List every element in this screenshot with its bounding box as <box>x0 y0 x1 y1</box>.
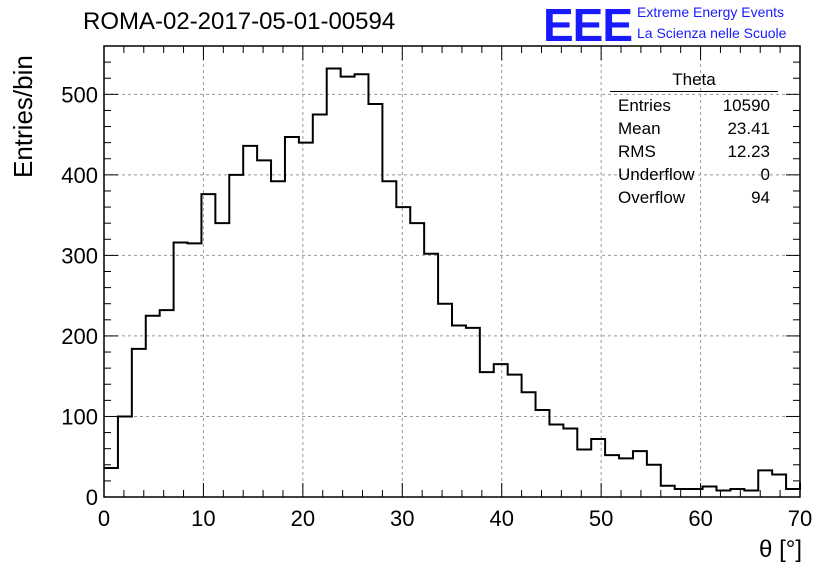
stats-row-underflow: Underflow 0 <box>610 163 778 186</box>
eee-logo: EEE <box>543 0 633 51</box>
y-tick-label: 200 <box>61 324 98 349</box>
y-tick-label: 100 <box>61 404 98 429</box>
y-axis-title: Entries/bin <box>8 55 38 178</box>
grid-lines <box>104 46 800 497</box>
logo-subtitle-2: La Scienza nelle Scuole <box>637 25 787 41</box>
stats-row-overflow: Overflow 94 <box>610 186 778 209</box>
stats-title: Theta <box>610 70 778 92</box>
x-tick-label: 70 <box>788 506 812 531</box>
x-tick-label: 10 <box>191 506 215 531</box>
run-title: ROMA-02-2017-05-01-00594 <box>83 8 396 35</box>
plot-frame <box>103 45 801 498</box>
stats-label: Entries <box>618 96 671 115</box>
logo-subtitle-1: Extreme Energy Events <box>637 4 785 20</box>
y-tick-labels: 0 100 200 300 400 500 <box>61 82 98 510</box>
stats-box: Theta Entries 10590 Mean 23.41 RMS 12.23… <box>610 70 778 209</box>
histogram-line <box>104 67 801 492</box>
stats-value: 10590 <box>722 96 770 115</box>
stats-row-rms: RMS 12.23 <box>610 140 778 163</box>
stats-value: 0 <box>760 165 770 184</box>
y-tick-label: 300 <box>61 243 98 268</box>
x-tick-label: 50 <box>589 506 613 531</box>
stats-label: Overflow <box>618 188 686 207</box>
y-tick-label: 0 <box>86 485 98 510</box>
stats-row-entries: Entries 10590 <box>610 94 778 117</box>
x-tick-label: 60 <box>688 506 712 531</box>
stats-value: 94 <box>751 188 770 207</box>
x-tick-labels: 0 10 20 30 40 50 60 70 <box>98 506 812 531</box>
x-tick-label: 40 <box>489 506 513 531</box>
x-tick-label: 30 <box>390 506 414 531</box>
stats-label: Underflow <box>618 165 695 184</box>
x-tick-label: 20 <box>291 506 315 531</box>
stats-label: RMS <box>618 142 656 161</box>
stats-value: 12.23 <box>727 142 770 161</box>
stats-label: Mean <box>618 119 661 138</box>
stats-row-mean: Mean 23.41 <box>610 117 778 140</box>
stats-value: 23.41 <box>727 119 770 138</box>
y-tick-label: 500 <box>61 82 98 107</box>
x-axis-title: θ [°] <box>759 536 802 563</box>
y-tick-label: 400 <box>61 163 98 188</box>
x-tick-label: 0 <box>98 506 110 531</box>
